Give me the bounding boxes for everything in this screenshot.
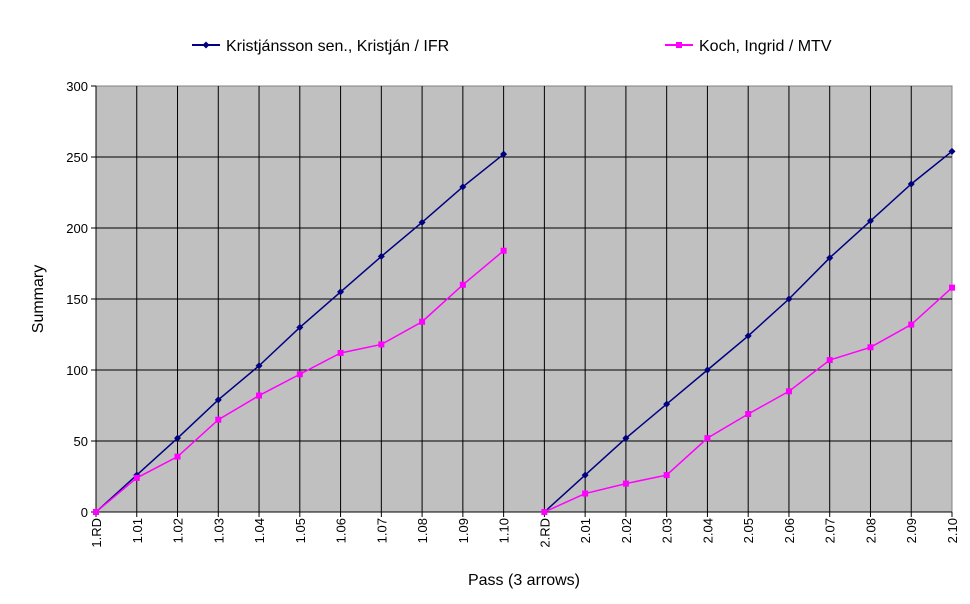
data-point-kristjansson <box>907 180 915 188</box>
data-point-koch <box>622 480 629 487</box>
y-tick-label: 100 <box>66 363 88 378</box>
series-koch <box>93 247 955 515</box>
series-group <box>92 147 956 516</box>
data-point-kristjansson <box>581 471 589 479</box>
data-point-koch <box>663 472 670 479</box>
y-tick-label: 300 <box>66 79 88 94</box>
data-point-kristjansson <box>296 323 304 331</box>
x-tick-label: 2.03 <box>660 518 675 543</box>
x-tick-label: 2.05 <box>741 518 756 543</box>
y-axis: 0 50 100 150 200 250 300 <box>66 79 97 520</box>
data-point-koch <box>378 341 385 348</box>
data-point-koch <box>826 357 833 364</box>
data-point-koch <box>745 411 752 418</box>
x-tick-label: 1.08 <box>415 518 430 543</box>
data-point-koch <box>582 490 589 497</box>
data-point-kristjansson <box>174 434 182 442</box>
x-tick-label: 1.07 <box>374 518 389 543</box>
y-tick-label: 0 <box>81 505 88 520</box>
data-point-kristjansson <box>866 217 874 225</box>
x-tick-label: 1.09 <box>456 518 471 543</box>
y-tick-label: 50 <box>74 434 88 449</box>
data-point-koch <box>541 509 548 515</box>
x-tick-label: 2.01 <box>578 518 593 543</box>
legend: Kristjánsson sen., Kristján / IFR Koch, I… <box>192 38 832 55</box>
data-point-koch <box>949 284 955 291</box>
data-point-kristjansson <box>337 288 345 296</box>
x-tick-label: 2.07 <box>823 518 838 543</box>
data-point-kristjansson <box>418 218 426 226</box>
data-point-koch <box>296 371 303 378</box>
data-point-koch <box>133 474 140 481</box>
x-axis: 1.RD 1.01 1.02 1.03 1.04 1.05 1.06 1.07 1.08 1.09… <box>89 511 960 548</box>
x-tick-label: 2.10 <box>945 518 960 543</box>
x-tick-label: 1.10 <box>497 518 512 543</box>
data-point-kristjansson <box>500 150 508 158</box>
legend-marker-koch <box>676 42 682 48</box>
data-point-kristjansson <box>459 183 467 191</box>
y-tick-label: 250 <box>66 150 88 165</box>
data-point-koch <box>174 453 181 460</box>
x-tick-label: 1.RD <box>89 518 104 548</box>
data-point-kristjansson <box>377 252 385 260</box>
y-tick-label: 200 <box>66 221 88 236</box>
data-point-koch <box>785 388 792 395</box>
x-tick-label: 1.04 <box>252 518 267 543</box>
data-point-kristjansson <box>744 332 752 340</box>
y-axis-label: Summary <box>30 265 47 333</box>
legend-item-kristjansson: Kristjánsson sen., Kristján / IFR <box>192 38 449 55</box>
x-tick-label: 2.09 <box>904 518 919 543</box>
data-point-koch <box>908 321 915 328</box>
data-point-koch <box>500 247 507 254</box>
legend-label-koch: Koch, Ingrid / MTV <box>699 38 832 55</box>
data-point-koch <box>867 344 874 351</box>
data-point-kristjansson <box>663 400 671 408</box>
data-point-koch <box>256 392 263 399</box>
x-axis-label: Pass (3 arrows) <box>468 572 580 589</box>
x-tick-label: 1.06 <box>334 518 349 543</box>
data-point-koch <box>419 318 426 325</box>
x-tick-label: 1.03 <box>211 518 226 543</box>
x-tick-label: 2.06 <box>782 518 797 543</box>
legend-marker-kristjansson <box>202 41 210 49</box>
data-point-kristjansson <box>255 362 263 370</box>
data-point-koch <box>459 281 466 288</box>
x-tick-label: 1.05 <box>293 518 308 543</box>
data-point-kristjansson <box>214 396 222 404</box>
x-tick-label: 2.RD <box>537 518 552 548</box>
legend-item-koch: Koch, Ingrid / MTV <box>665 38 832 55</box>
data-point-kristjansson <box>826 254 834 262</box>
data-point-koch <box>215 416 222 423</box>
data-point-kristjansson <box>948 147 956 155</box>
data-point-kristjansson <box>622 434 630 442</box>
x-tick-label: 2.04 <box>700 518 715 543</box>
x-tick-label: 2.02 <box>619 518 634 543</box>
series-kristjansson <box>92 147 956 516</box>
x-tick-label: 2.08 <box>863 518 878 543</box>
legend-label-kristjansson: Kristjánsson sen., Kristján / IFR <box>226 38 449 55</box>
data-point-koch <box>704 435 711 442</box>
x-tick-label: 1.02 <box>171 518 186 543</box>
data-point-koch <box>93 509 99 515</box>
data-point-kristjansson <box>785 295 793 303</box>
x-tick-label: 1.01 <box>130 518 145 543</box>
data-point-koch <box>337 349 344 356</box>
y-tick-label: 150 <box>66 292 88 307</box>
data-point-kristjansson <box>703 366 711 374</box>
